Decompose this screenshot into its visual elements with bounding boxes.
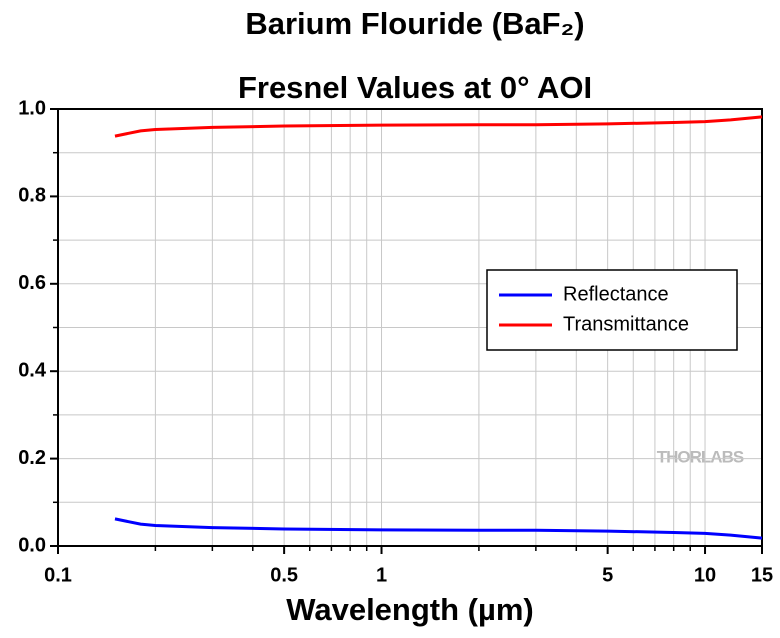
legend-label: Reflectance [563,283,669,305]
x-axis-label: Wavelength (µm) [286,592,534,627]
x-tick-label: 0.5 [270,564,298,586]
y-tick-label: 1.0 [18,97,46,119]
chart-title: Barium Flouride (BaF₂) [245,6,584,41]
legend-label: Transmittance [563,313,689,335]
line [114,517,763,540]
y-tick-label: 0.6 [18,272,46,294]
x-tick-label: 15 [751,564,773,586]
y-tick-label: 0.0 [18,534,46,556]
line [114,115,763,138]
y-tick-label: 0.2 [18,447,46,469]
legend-box [486,269,738,351]
chart-subtitle: Fresnel Values at 0° AOI [238,70,592,105]
x-tick-label: 0.1 [44,564,72,586]
x-tick-label: 1 [376,564,387,586]
watermark: THORLABS [657,447,744,466]
y-tick-label: 0.8 [18,185,46,207]
x-tick-label: 10 [694,564,716,586]
x-tick-label: 5 [602,564,613,586]
y-tick-label: 0.4 [18,359,47,381]
